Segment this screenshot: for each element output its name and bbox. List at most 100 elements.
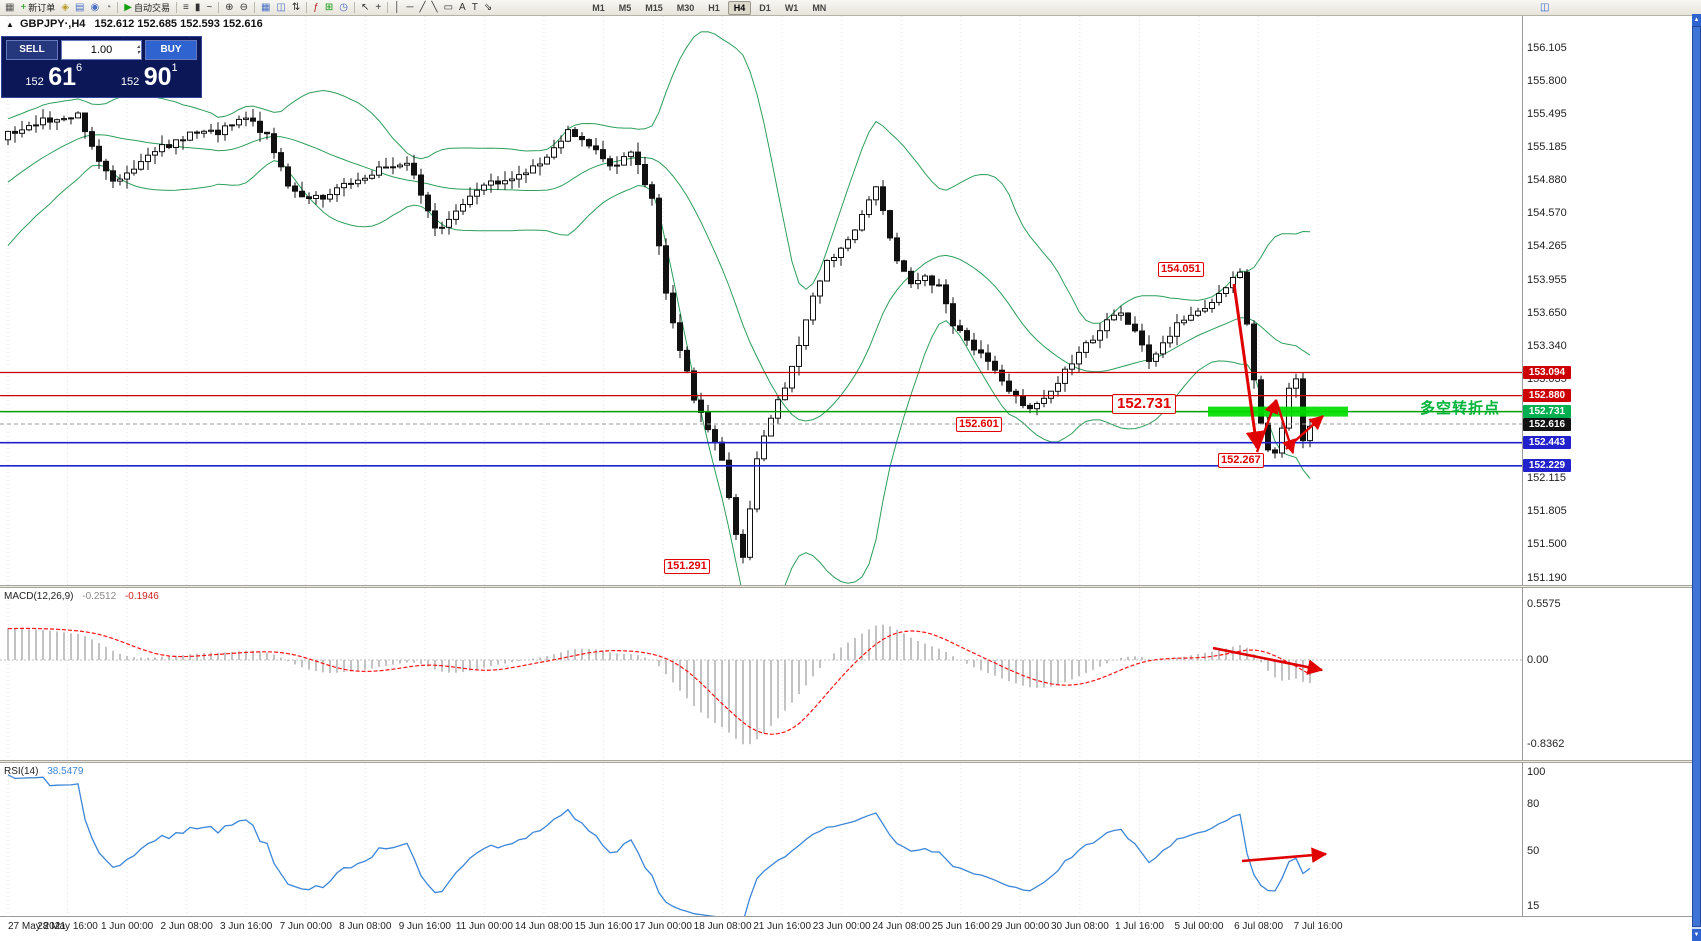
time-label: 18 Jun 08:00 [693,921,752,932]
data-window-icon[interactable]: ◉ [87,1,102,15]
horizontal-line-icon: ─ [406,1,414,13]
candlestick-icon: ▮ [194,1,201,13]
buy-price[interactable]: 152 901 [102,60,198,94]
volume-field[interactable]: 1.00 ▴ ▾ [61,40,142,60]
new-chart-icon[interactable]: ▦ [2,1,17,15]
time-label: 23 Jun 00:00 [812,921,871,932]
trendline-icon: ╱ [419,1,426,13]
fibonacci-icon[interactable]: ▭ [441,1,456,15]
price-scale-border [1522,16,1523,916]
vertical-line-icon[interactable]: │ [391,1,403,15]
sell-button[interactable]: SELL [6,40,58,60]
zoom-out-icon[interactable]: ⊖ [237,1,251,15]
channel-icon[interactable]: ╲ [429,1,441,15]
rsi-scale-label: 15 [1527,900,1540,913]
price-tag: 153.094 [1523,365,1571,379]
timeframe-m15[interactable]: M15 [645,2,663,13]
time-label: 3 Jun 16:00 [220,921,273,932]
price-tick-label: 152.115 [1527,472,1566,485]
text-label-icon[interactable]: T [469,1,481,15]
price-tag: 152.616 [1523,417,1571,431]
market-watch-icon: ▤ [75,1,85,13]
indicators-icon[interactable]: ƒ [310,1,322,15]
rsi-header: RSI(14) 38.5479 [4,766,83,777]
macd-scale-label: 0.00 [1527,654,1549,666]
rsi-scale-label: 50 [1527,845,1540,857]
trade-panel-toggle-icon[interactable]: ▲ [6,20,14,29]
arrow-object-icon: ⇘ [483,1,493,13]
window-dock-icon[interactable]: ◫ [1540,2,1550,13]
timeframe-m1[interactable]: M1 [592,2,605,13]
zoom-out-icon: ⊖ [239,1,248,13]
vertical-scrollbar[interactable]: ▲ ▼ [1692,14,1701,941]
buy-button[interactable]: BUY [145,40,197,60]
volume-spinner[interactable]: ▴ ▾ [137,44,140,56]
timeframe-w1[interactable]: W1 [784,2,799,13]
add-indicator-icon[interactable]: ⊞ [322,1,336,15]
timeframe-h4[interactable]: H4 [727,0,752,15]
periods-icon[interactable]: ◷ [336,1,351,15]
horizontal-line-icon[interactable]: ─ [403,1,416,15]
arrow-object-icon[interactable]: ⇘ [481,1,495,15]
price-tag: 152.880 [1523,389,1571,403]
turning-point-annotation[interactable]: 多空转折点 [1420,400,1501,417]
price-flag[interactable]: 152.267 [1218,453,1264,468]
price-flag[interactable]: 152.731 [1112,394,1177,414]
price-tag: 152.443 [1523,436,1571,450]
text-icon[interactable]: A [456,1,469,15]
crosshair-icon[interactable]: + [372,1,384,15]
macd-scale-label: -0.8362 [1527,737,1565,750]
toolbar-separator [218,2,220,13]
scrollbar-thumb[interactable] [1692,26,1701,927]
price-tick-label: 153.650 [1527,306,1567,319]
volume-value[interactable]: 1.00 [90,44,113,56]
macd-value-main: -0.2512 [82,591,117,602]
timeframe-mn[interactable]: MN [812,2,827,13]
time-label: 8 Jun 08:00 [339,921,392,932]
timeframe-h1[interactable]: H1 [708,2,720,13]
new-order-icon[interactable]: + 新订单 [17,1,58,15]
price-flag[interactable]: 154.051 [1158,262,1204,277]
periods-icon: ◷ [339,1,348,13]
market-watch-icon[interactable]: ▤ [72,1,87,15]
auto-scroll-icon[interactable]: ⇅ [289,1,303,15]
price-scale[interactable]: 156.105 155.800 155.495 155.185 154.880 154.5… [1523,0,1701,941]
macd-splitter[interactable] [0,585,1701,588]
navigator-icon[interactable]: ◔ [102,1,114,15]
time-axis-border [0,916,1701,917]
line-chart-icon[interactable]: ~ [203,1,215,15]
tile-windows-icon[interactable]: ▦ [258,1,273,15]
rsi-value: 38.5479 [47,766,84,777]
autotrading-button-icon[interactable]: ▶ 自动交易 [121,1,173,15]
time-axis[interactable]: 27 May 2021 28 May 16:00 1 Jun 00:00 2 Jun … [0,917,1701,941]
price-flag[interactable]: 151.291 [664,559,710,574]
scroll-down-icon[interactable]: ▼ [1692,929,1701,941]
time-label: 5 Jul 00:00 [1174,921,1224,932]
price-flag[interactable]: 152.601 [956,417,1002,432]
candlestick-icon[interactable]: ▮ [192,1,204,15]
timeframe-toolbar: M1 M5 M15 M30 H1 H4 D1 W1 MN [585,0,833,15]
timeframe-d1[interactable]: D1 [759,2,771,13]
time-label: 21 Jun 16:00 [753,921,812,932]
timeframe-m5[interactable]: M5 [618,2,632,13]
sell-price[interactable]: 152 616 [6,60,102,94]
price-tick-label: 154.880 [1527,173,1567,186]
trend-arrows[interactable] [1212,283,1328,863]
volume-up-icon[interactable]: ▴ [136,44,140,50]
timeframe-m30[interactable]: M30 [676,2,695,13]
cursor-icon[interactable]: ↖ [358,1,372,15]
auto-scroll-icon: ⇅ [291,1,301,13]
autotrading-button-icon: ▶ [124,1,132,13]
scroll-up-icon[interactable]: ▲ [1692,14,1701,26]
profiles-icon[interactable]: ◈ [58,1,72,15]
profiles-icon: ◈ [61,1,70,13]
zoom-in-icon[interactable]: ⊕ [222,1,236,15]
volume-down-icon[interactable]: ▾ [136,50,140,56]
rsi-splitter[interactable] [0,760,1701,763]
cascade-windows-icon[interactable]: ◫ [273,1,288,15]
bar-chart-icon[interactable]: ≡ [180,1,192,15]
trendline-icon[interactable]: ╱ [417,1,429,15]
trade-panel-price-row: 152 616 152 901 [6,60,197,94]
price-tick-label: 151.500 [1527,538,1567,551]
